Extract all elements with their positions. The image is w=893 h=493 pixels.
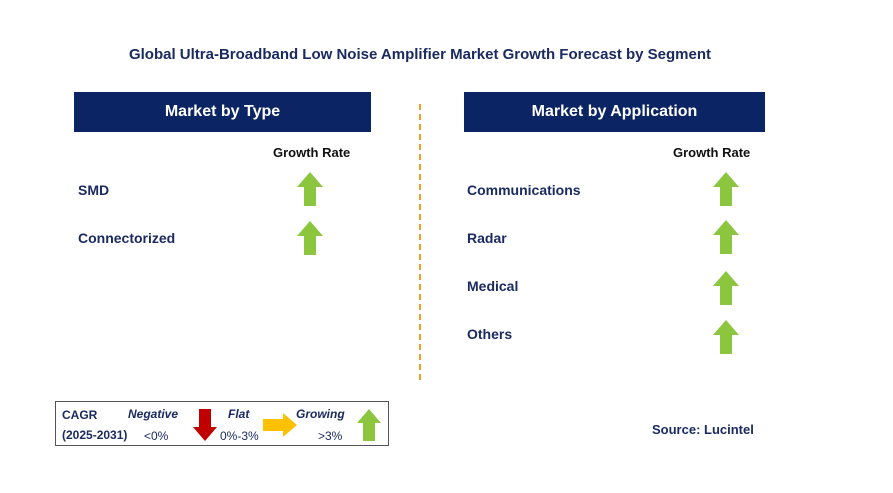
source-label: Source: Lucintel (652, 422, 754, 437)
flat-arrow-icon (263, 413, 297, 437)
segment-label-medical: Medical (467, 278, 519, 294)
market-by-application-header: Market by Application (464, 92, 765, 132)
growing-arrow-icon (713, 320, 739, 354)
growing-arrow-icon (297, 172, 323, 206)
legend-growing-range: >3% (318, 429, 343, 443)
type-growth-rate-label: Growth Rate (273, 145, 351, 160)
segment-label-connectorized: Connectorized (78, 230, 176, 246)
segment-label-smd: SMD (78, 182, 110, 198)
legend-negative-label: Negative (128, 407, 179, 421)
growing-arrow-icon (713, 271, 739, 305)
legend-cagr-label: CAGR (62, 408, 98, 422)
growing-arrow-icon (357, 409, 381, 441)
cagr-legend: CAGR (2025-2031) Negative <0% Flat 0%-3%… (55, 401, 389, 446)
segment-label-radar: Radar (467, 230, 507, 246)
legend-growing-label: Growing (296, 407, 345, 421)
negative-arrow-icon (193, 409, 217, 441)
market-by-type-header: Market by Type (74, 92, 371, 132)
legend-flat-range: 0%-3% (220, 429, 259, 443)
growing-arrow-icon (713, 220, 739, 254)
application-growth-rate-label: Growth Rate (673, 145, 751, 160)
segment-label-communications: Communications (467, 182, 581, 198)
panel-divider (419, 104, 421, 380)
legend-flat-label: Flat (228, 407, 250, 421)
legend-negative-range: <0% (144, 429, 169, 443)
segment-label-others: Others (467, 326, 513, 342)
legend-period-label: (2025-2031) (62, 428, 128, 442)
chart-title: Global Ultra-Broadband Low Noise Amplifi… (128, 46, 712, 63)
growing-arrow-icon (297, 221, 323, 255)
growing-arrow-icon (713, 172, 739, 206)
